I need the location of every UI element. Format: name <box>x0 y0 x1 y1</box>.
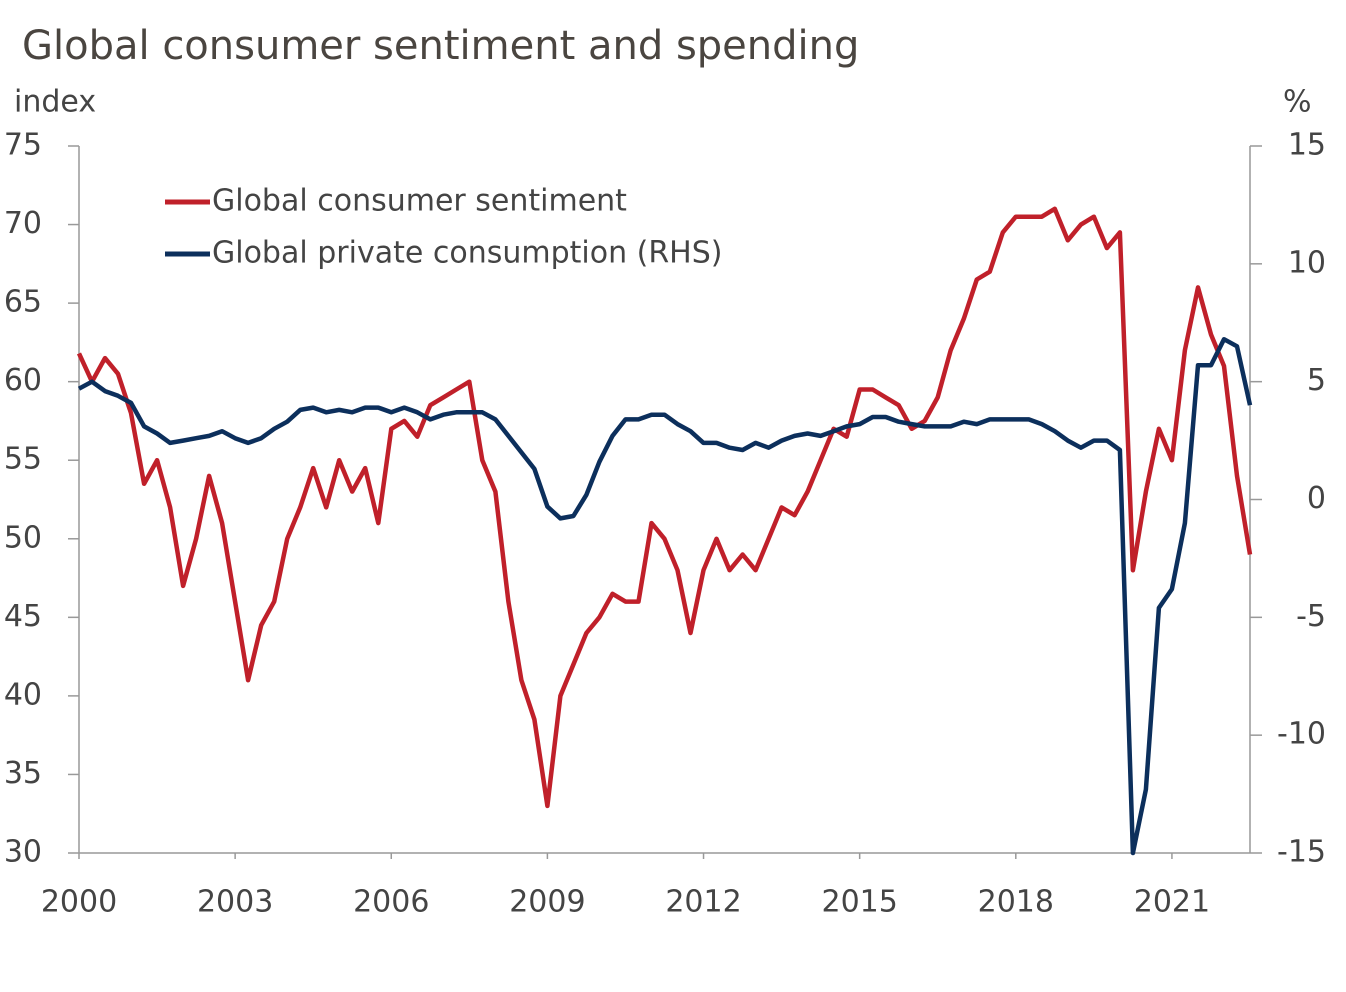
chart-title: Global consumer sentiment and spending <box>22 23 859 69</box>
legend-label: Global consumer sentiment <box>212 184 627 219</box>
y-tick-label: 35 <box>4 756 42 791</box>
y2-tick-label: 10 <box>1288 245 1326 280</box>
y-tick-label: 70 <box>4 206 42 241</box>
y2-tick-label: -15 <box>1277 835 1326 870</box>
x-tick-label: 2006 <box>353 885 429 920</box>
legend-label: Global private consumption (RHS) <box>212 236 722 271</box>
y2-tick-label: -10 <box>1277 717 1326 752</box>
y2-tick-label: -5 <box>1296 599 1326 634</box>
y-tick-label: 45 <box>4 599 42 634</box>
y-tick-label: 50 <box>4 520 42 555</box>
series-line <box>76 206 1253 809</box>
y-axis-label: index <box>14 85 96 120</box>
y-tick-label: 75 <box>4 128 42 163</box>
y2-axis-label: % <box>1283 85 1312 120</box>
y-tick-label: 55 <box>4 442 42 477</box>
x-tick-label: 2015 <box>821 885 897 920</box>
y2-tick-label: 5 <box>1307 363 1326 398</box>
x-tick-label: 2000 <box>41 885 117 920</box>
y2-tick-label: 15 <box>1288 128 1326 163</box>
y-tick-label: 30 <box>4 835 42 870</box>
x-tick-label: 2003 <box>197 885 273 920</box>
y2-tick-label: 0 <box>1307 481 1326 516</box>
x-tick-label: 2021 <box>1134 885 1210 920</box>
x-tick-label: 2018 <box>978 885 1054 920</box>
y-tick-label: 65 <box>4 285 42 320</box>
x-tick-label: 2012 <box>665 885 741 920</box>
y-tick-label: 60 <box>4 363 42 398</box>
y-tick-label: 40 <box>4 677 42 712</box>
series-line <box>77 336 1253 856</box>
x-tick-label: 2009 <box>509 885 585 920</box>
